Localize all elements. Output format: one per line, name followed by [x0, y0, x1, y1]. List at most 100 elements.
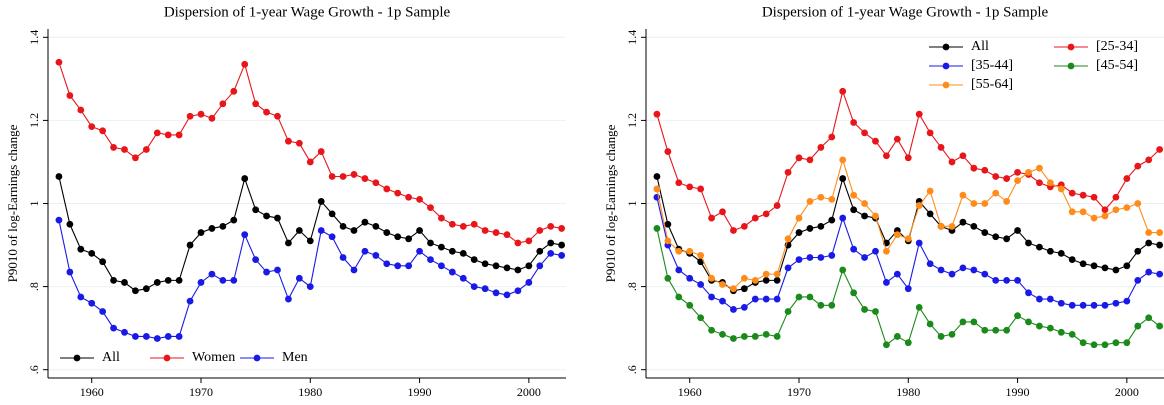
data-point [142, 285, 150, 293]
data-point [686, 274, 694, 282]
data-point [328, 173, 336, 180]
data-point [1036, 179, 1043, 187]
data-point [970, 266, 978, 274]
data-point [915, 303, 923, 311]
data-point [317, 148, 325, 155]
data-point [164, 131, 172, 139]
data-point [664, 274, 672, 282]
data-point [77, 293, 85, 301]
data-point [1123, 339, 1131, 347]
data-point [241, 175, 249, 182]
data-point [948, 222, 956, 230]
data-point [66, 268, 74, 276]
legend-label: Women [192, 350, 235, 365]
data-point [514, 239, 522, 247]
data-point [1123, 175, 1131, 182]
data-point [361, 218, 369, 226]
data-point [1036, 243, 1043, 251]
data-point [481, 227, 489, 234]
data-point [1101, 301, 1109, 309]
y-tick-label: 1.4 [625, 30, 639, 45]
data-point [492, 229, 500, 236]
data-point [1003, 276, 1011, 284]
data-point [784, 308, 792, 315]
data-point [948, 270, 956, 278]
data-point [861, 254, 868, 261]
data-point [175, 333, 183, 340]
data-point [850, 119, 858, 126]
data-point [132, 287, 139, 295]
data-point [1079, 260, 1087, 268]
data-point [1123, 262, 1131, 270]
data-point [306, 158, 314, 166]
data-point [850, 289, 858, 297]
data-point [1101, 341, 1109, 349]
data-point [142, 146, 150, 153]
data-point [197, 110, 205, 118]
data-point [893, 231, 901, 239]
data-point [970, 222, 978, 230]
data-point [208, 270, 216, 278]
data-point [1025, 239, 1032, 247]
data-point [153, 279, 161, 286]
data-point [197, 229, 205, 236]
data-point [675, 266, 683, 274]
data-point [448, 247, 456, 255]
data-point [883, 247, 890, 255]
data-point [817, 193, 825, 201]
data-point [675, 247, 683, 255]
data-point [459, 222, 467, 230]
data-point [937, 222, 945, 230]
data-point [839, 214, 847, 222]
data-point [773, 202, 781, 209]
data-point [459, 249, 467, 257]
data-point [686, 183, 694, 191]
legend-marker [942, 62, 950, 70]
data-point [1068, 330, 1076, 338]
data-point [339, 173, 347, 180]
data-point [697, 252, 705, 259]
data-point [350, 266, 358, 274]
data-point [730, 335, 737, 342]
x-tick-label: 1980 [896, 385, 920, 399]
data-point [88, 123, 96, 131]
data-point [1134, 162, 1142, 170]
data-point [1112, 299, 1120, 307]
x-tick-label: 2000 [517, 385, 541, 399]
series-line [58, 62, 562, 244]
data-point [1112, 339, 1120, 347]
data-point [675, 293, 683, 301]
panel: Dispersion of 1-year Wage Growth - 1p Sa… [603, 4, 1164, 399]
data-point [915, 239, 923, 247]
data-point [285, 239, 292, 247]
data-point [893, 333, 901, 340]
data-point [1156, 322, 1164, 330]
data-point [708, 293, 715, 301]
data-point [295, 227, 303, 234]
data-point [230, 276, 238, 284]
data-point [817, 222, 825, 230]
legend-label: [25-34] [1096, 39, 1138, 54]
data-point [459, 274, 467, 282]
y-tick-label: .6 [27, 365, 41, 374]
data-point [230, 87, 238, 95]
data-point [121, 279, 128, 286]
data-point [1101, 206, 1109, 214]
data-point [514, 266, 522, 274]
data-point [219, 222, 227, 230]
data-point [339, 254, 347, 261]
data-point [981, 200, 989, 207]
data-point [153, 335, 161, 342]
data-point [110, 276, 117, 284]
data-point [55, 58, 63, 66]
data-point [806, 198, 814, 205]
data-point [547, 222, 555, 230]
y-tick-label: 1.2 [27, 113, 41, 128]
data-point [361, 175, 369, 182]
data-point [653, 110, 661, 118]
y-tick-label: 1.4 [27, 30, 41, 45]
data-point [1046, 324, 1054, 332]
data-point [306, 237, 314, 245]
data-point [285, 137, 292, 145]
data-point [970, 318, 978, 326]
